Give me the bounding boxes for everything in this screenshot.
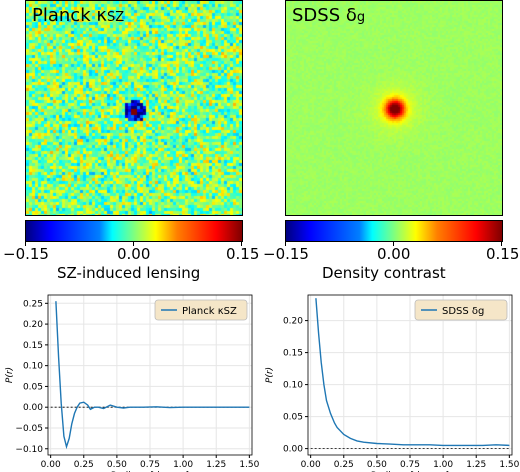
plot-frame bbox=[47, 294, 253, 456]
y-tick-label: 0.20 bbox=[23, 320, 43, 330]
planck-map: Planck κSZ bbox=[25, 0, 243, 216]
y-tick-label: 0.10 bbox=[283, 381, 303, 391]
x-tick-label: 0.50 bbox=[107, 460, 127, 470]
sdss-colorbar-label: Density contrast bbox=[322, 264, 446, 282]
y-tick-label: 0.00 bbox=[23, 403, 43, 413]
colorbar-tick-label: −0.15 bbox=[263, 245, 309, 263]
y-tick-label: 0.25 bbox=[23, 299, 43, 309]
y-tick-label: −0.05 bbox=[15, 424, 43, 434]
x-tick-label: 0.00 bbox=[41, 460, 61, 470]
series-line bbox=[55, 301, 250, 450]
colorbar-tick bbox=[393, 241, 394, 246]
y-tick-label: 0.00 bbox=[283, 445, 303, 455]
planck-map-panel: Planck κSZ −0.15 0.00 0.15 SZ-induced le… bbox=[0, 0, 260, 285]
y-axis-label: P(r) bbox=[265, 367, 275, 383]
planck-map-title: Planck κSZ bbox=[32, 5, 125, 26]
sdss-map: SDSS δg bbox=[285, 0, 503, 216]
y-tick-label: 0.15 bbox=[283, 349, 303, 359]
x-tick-label: 1.00 bbox=[433, 460, 453, 470]
legend-label: SDSS δg bbox=[442, 306, 484, 317]
x-tick-label: 1.25 bbox=[206, 460, 226, 470]
planck-colorbar bbox=[25, 220, 243, 242]
x-tick-label: 1.25 bbox=[466, 460, 486, 470]
colorbar-tick-label: 0.15 bbox=[226, 245, 260, 263]
x-tick-label: 0.50 bbox=[367, 460, 387, 470]
colorbar-tick-label: 0.00 bbox=[377, 245, 411, 263]
x-tick-label: 0.75 bbox=[140, 460, 160, 470]
planck-map-image bbox=[26, 1, 242, 215]
plot-frame bbox=[307, 294, 513, 456]
sdss-map-title: SDSS δg bbox=[292, 5, 366, 26]
legend-box bbox=[414, 299, 508, 321]
y-tick-label: 0.05 bbox=[283, 413, 303, 423]
x-tick-label: 0.25 bbox=[74, 460, 94, 470]
colorbar-tick-label: 0.00 bbox=[117, 245, 151, 263]
series-line bbox=[315, 298, 510, 447]
x-tick-label: 1.50 bbox=[239, 460, 259, 470]
sdss-map-panel: SDSS δg −0.15 0.00 0.15 Density contrast bbox=[260, 0, 520, 285]
x-tick-label: 1.50 bbox=[499, 460, 519, 470]
sdss-map-image bbox=[286, 1, 502, 215]
y-tick-label: 0.20 bbox=[283, 317, 303, 327]
colorbar-tick-label: −0.15 bbox=[3, 245, 49, 263]
sdss-colorbar bbox=[285, 220, 503, 242]
colorbar-tick bbox=[133, 241, 134, 246]
x-tick-label: 0.75 bbox=[400, 460, 420, 470]
colorbar-tick bbox=[501, 241, 502, 246]
y-tick-label: 0.10 bbox=[23, 362, 43, 372]
sdss-profile-chart: 0.00 0.25 0.50 0.75 1.00 1.25 1.50 0.00 0.05 0.10… bbox=[265, 294, 520, 472]
planck-profile-chart: 0.00 0.25 0.50 0.75 1.00 1.25 1.50 −0.10 −0.05 0.… bbox=[5, 294, 260, 472]
colorbar-tick-label: 0.15 bbox=[486, 245, 520, 263]
x-tick-label: 0.25 bbox=[334, 460, 354, 470]
y-tick-label: 0.15 bbox=[23, 341, 43, 351]
legend-label: Planck κSZ bbox=[182, 306, 237, 317]
colorbar-tick bbox=[241, 241, 242, 246]
y-axis-label: P(r) bbox=[5, 367, 15, 383]
y-tick-label: −0.10 bbox=[15, 445, 43, 455]
y-tick-label: 0.05 bbox=[23, 382, 43, 392]
x-tick-label: 0.00 bbox=[301, 460, 321, 470]
x-tick-label: 1.00 bbox=[173, 460, 193, 470]
legend-box bbox=[154, 299, 248, 321]
colorbar-tick bbox=[285, 241, 286, 246]
colorbar-tick bbox=[25, 241, 26, 246]
planck-colorbar-label: SZ-induced lensing bbox=[57, 264, 201, 282]
